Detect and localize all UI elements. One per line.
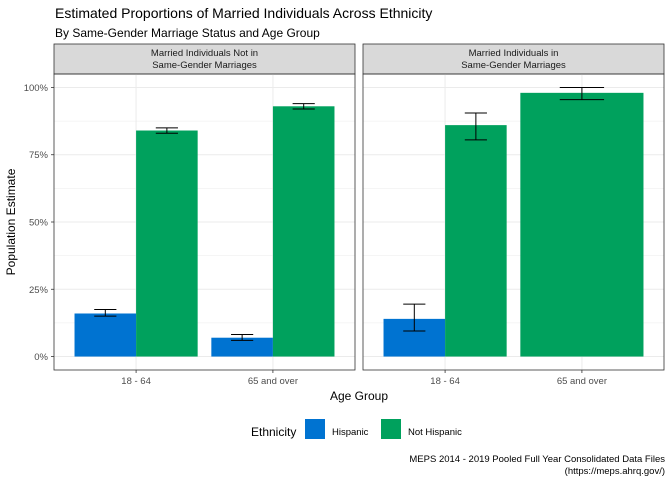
legend: Ethnicity Hispanic Not Hispanic — [251, 419, 462, 439]
y-tick-label: 25% — [29, 285, 49, 296]
chart-subtitle: By Same-Gender Marriage Status and Age G… — [55, 26, 320, 40]
error-bar-hispanic-18-64 — [403, 303, 426, 332]
bar-hispanic-65-and-over — [211, 337, 273, 357]
bar-not-hispanic-65-and-over — [520, 92, 644, 357]
x-tick-label-65-and-over: 65 and over — [248, 376, 298, 387]
bar-not-hispanic-18-64 — [445, 125, 507, 357]
legend-key-not-hispanic — [381, 419, 401, 439]
y-axis-label: Population Estimate — [4, 168, 18, 275]
facet-strip-label-line-1: Married Individuals Not in — [151, 48, 258, 59]
x-axis-label: Age Group — [330, 389, 388, 403]
bar-not-hispanic-65-and-over — [272, 106, 335, 357]
y-tick-label: 0% — [34, 352, 48, 363]
legend-title: Ethnicity — [251, 425, 296, 439]
bar-not-hispanic-18-64 — [136, 130, 198, 357]
panel-border — [362, 73, 665, 371]
caption-line-1: MEPS 2014 - 2019 Pooled Full Year Consol… — [409, 454, 665, 465]
error-bar-not-hispanic-65-and-over — [559, 86, 605, 101]
y-tick-label: 100% — [24, 83, 49, 94]
facet-strip-label-line-2: Same-Gender Marriages — [461, 60, 566, 71]
error-bar-not-hispanic-18-64 — [155, 127, 178, 134]
error-bar-not-hispanic-18-64 — [464, 112, 487, 141]
facet-strip — [53, 43, 356, 75]
bar-hispanic-18-64 — [74, 313, 137, 357]
legend-key-hispanic — [305, 419, 325, 439]
error-bar-not-hispanic-65-and-over — [292, 103, 315, 110]
facet-strip-label-line-2: Same-Gender Marriages — [152, 60, 257, 71]
error-bar-hispanic-18-64 — [94, 308, 117, 317]
caption-line-2: (https://meps.ahrq.gov/) — [565, 466, 665, 477]
x-tick-label-18-64: 18 - 64 — [121, 376, 151, 387]
y-axis: 0% 25% 50% 75% 100% — [24, 83, 54, 363]
legend-label-hispanic: Hispanic — [332, 427, 369, 438]
y-tick-label: 75% — [29, 150, 49, 161]
y-tick-label: 50% — [29, 218, 49, 229]
chart-title: Estimated Proportions of Married Individ… — [55, 5, 432, 21]
legend-label-not-hispanic: Not Hispanic — [408, 427, 462, 438]
x-tick-label-18-64: 18 - 64 — [430, 376, 460, 387]
x-tick-label-65-and-over: 65 and over — [557, 376, 607, 387]
facet-strip-label-line-1: Married Individuals in — [469, 48, 559, 59]
error-bar-hispanic-65-and-over — [231, 333, 254, 341]
